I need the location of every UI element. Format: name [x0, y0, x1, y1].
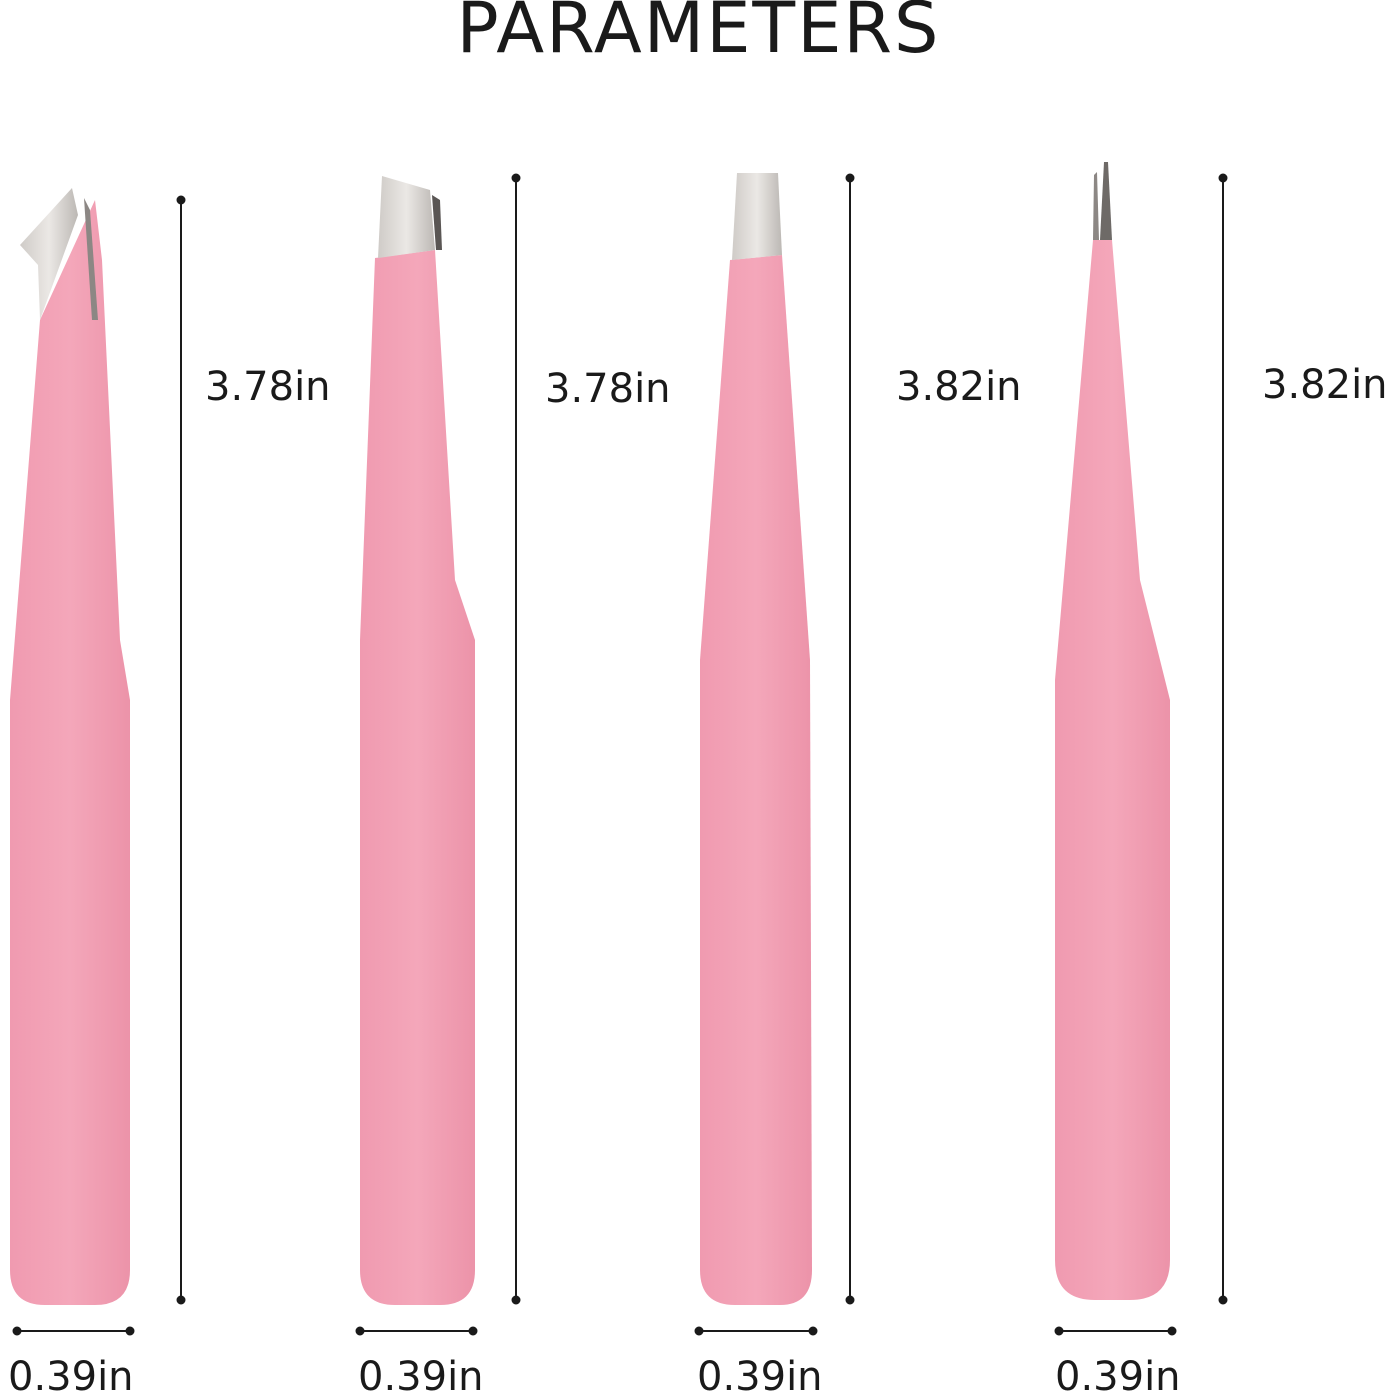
tweezer-pointed [1055, 162, 1170, 1300]
page-title: PARAMETERS [456, 0, 941, 69]
width-label: 0.39in [1055, 1354, 1181, 1397]
tweezer-slant [360, 176, 475, 1305]
width-label: 0.39in [8, 1354, 134, 1397]
width-label: 0.39in [358, 1354, 484, 1397]
length-label: 3.78in [205, 364, 331, 410]
tweezer-slant-claw [10, 188, 130, 1305]
length-label: 3.82in [1262, 362, 1388, 408]
length-label: 3.82in [896, 364, 1022, 410]
length-label: 3.78in [545, 366, 671, 412]
width-label: 0.39in [697, 1354, 823, 1397]
dimension-lines [12, 173, 1228, 1336]
tweezer-flat [700, 173, 812, 1305]
